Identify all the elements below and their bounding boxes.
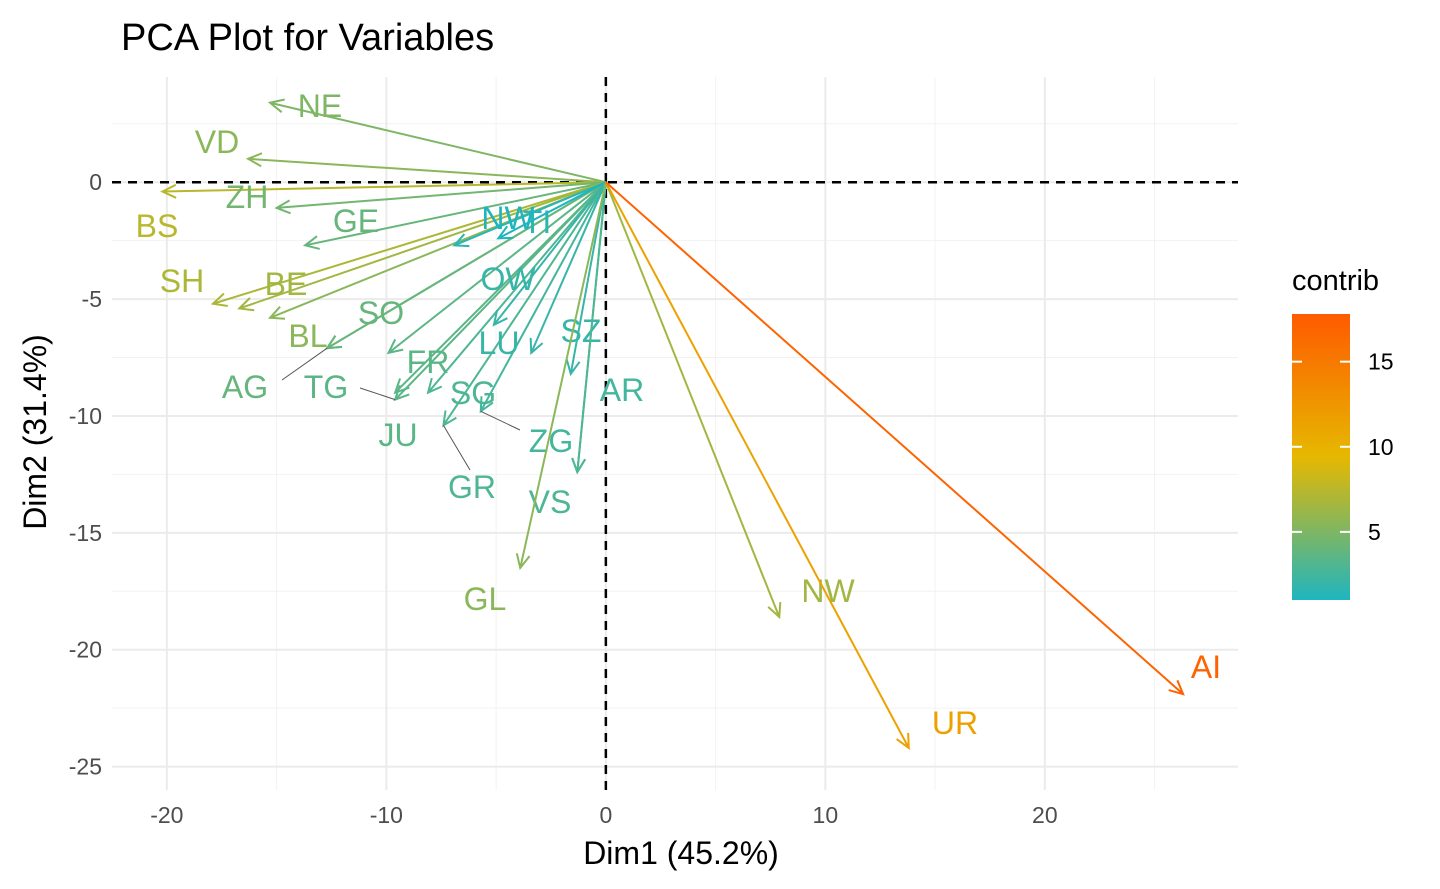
arrow-head-ag xyxy=(327,336,342,349)
variable-label-ai: AI xyxy=(1191,649,1221,685)
plot-panel: -20 -10 0 10 20 0 -5 -10 -15 -20 -25 NE VD BS ZH GE SH BE… xyxy=(69,77,1238,828)
contrib-legend: contrib 5 10 15 xyxy=(1292,265,1394,600)
y-tick-label: -10 xyxy=(69,403,102,429)
legend-title: contrib xyxy=(1292,265,1379,297)
variable-label-gr: GR xyxy=(448,469,496,505)
label-leader-tg xyxy=(360,388,395,400)
label-leader-gr xyxy=(443,425,470,470)
variable-label-nw: NW xyxy=(801,573,855,609)
variable-label-ur: UR xyxy=(932,705,978,741)
variable-label-ow: OW xyxy=(480,261,536,297)
x-tick-label: -20 xyxy=(150,802,183,828)
variable-label-sh: SH xyxy=(160,263,204,299)
variable-label-gl: GL xyxy=(464,581,507,617)
chart-title: PCA Plot for Variables xyxy=(121,17,494,59)
x-tick-label: 0 xyxy=(599,802,612,828)
arrow-head-gr xyxy=(443,410,456,425)
legend-tick-label: 10 xyxy=(1368,434,1394,460)
variable-label-lu: LU xyxy=(479,325,520,361)
variable-label-sz: SZ xyxy=(561,313,602,349)
label-leader-zg xyxy=(481,411,520,430)
y-tick-label: 0 xyxy=(89,169,102,195)
y-tick-label: -5 xyxy=(82,286,102,312)
variable-label-be: BE xyxy=(265,266,308,302)
variable-label-bs: BS xyxy=(136,208,179,244)
y-tick-label: -15 xyxy=(69,520,102,546)
variable-label-ag: AG xyxy=(222,369,268,405)
variable-label-tg: TG xyxy=(304,369,348,405)
y-tick-label: -25 xyxy=(69,754,102,780)
x-tick-label: 20 xyxy=(1032,802,1058,828)
x-axis-title: Dim1 (45.2%) xyxy=(583,835,779,871)
y-axis-title: Dim2 (31.4%) xyxy=(17,334,53,530)
arrow-shaft-ur xyxy=(606,182,909,748)
x-tick-label: 10 xyxy=(813,802,839,828)
variable-label-ge: GE xyxy=(333,203,379,239)
variable-label-zh: ZH xyxy=(226,179,269,215)
arrow-shaft-ai xyxy=(606,182,1183,694)
variable-label-ju: JU xyxy=(378,417,417,453)
variable-label-vd: VD xyxy=(195,124,239,160)
variable-label-ne: NE xyxy=(298,88,342,124)
variable-label-nw: NW xyxy=(481,200,535,236)
x-tick-label: -10 xyxy=(370,802,403,828)
y-tick-label: -20 xyxy=(69,637,102,663)
legend-tick-label: 15 xyxy=(1368,349,1394,375)
variable-label-bl: BL xyxy=(288,318,327,354)
legend-tick-label: 5 xyxy=(1368,519,1381,545)
legend-colorbar xyxy=(1292,314,1350,600)
variable-label-ar: AR xyxy=(600,372,644,408)
